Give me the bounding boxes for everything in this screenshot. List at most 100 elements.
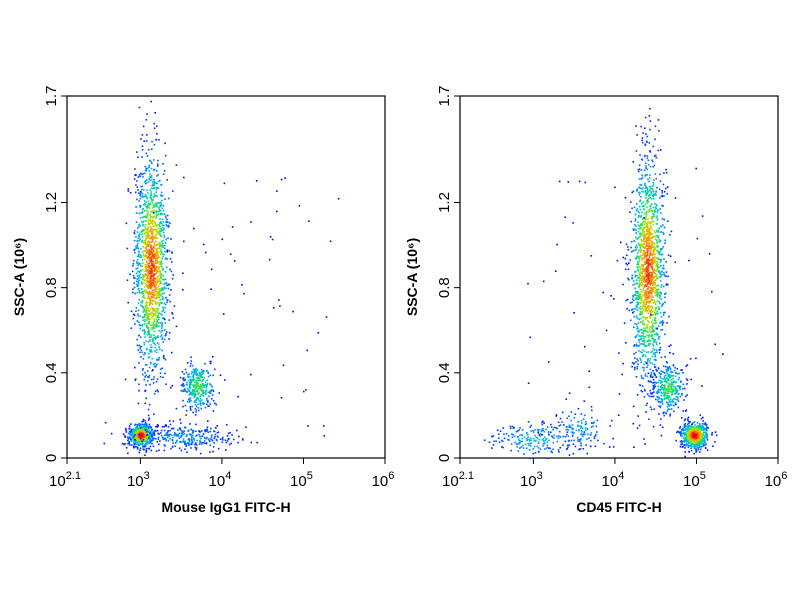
event-dot [137, 309, 140, 312]
event-dot [138, 344, 140, 347]
event-dot [643, 350, 646, 353]
event-dot [642, 335, 645, 338]
event-dot [150, 222, 152, 224]
event-dot [141, 299, 144, 302]
event-dot [658, 240, 661, 243]
event-dot [156, 271, 158, 274]
event-dot [145, 440, 147, 443]
event-dot [656, 392, 658, 394]
event-dot [193, 401, 196, 403]
event-dot [155, 204, 158, 207]
event-dot [680, 380, 682, 383]
event-dot [155, 266, 157, 268]
event-dot [139, 449, 141, 452]
event-dot [127, 442, 129, 445]
event-dot [226, 440, 229, 442]
event-dot [171, 312, 173, 314]
event-dot [644, 255, 646, 257]
event-dot [636, 303, 638, 306]
event-dot [637, 291, 639, 293]
event-dot [648, 233, 651, 235]
event-dot [192, 441, 194, 443]
event-dot [649, 208, 651, 211]
event-dot [157, 438, 160, 441]
event-dot [687, 429, 690, 431]
event-dot [643, 212, 646, 215]
event-dot [638, 194, 641, 196]
event-dot [683, 431, 685, 434]
event-dot [155, 231, 158, 233]
event-dot [156, 186, 158, 189]
event-dot [144, 241, 147, 244]
event-dot [661, 204, 663, 207]
event-dot [196, 439, 198, 442]
event-dot [667, 275, 669, 278]
event-dot [188, 398, 190, 400]
event-dot [210, 390, 212, 392]
event-dot [126, 247, 129, 250]
x-tick-label: 103 [127, 470, 150, 490]
event-dot [159, 375, 162, 378]
event-dot [154, 287, 157, 289]
event-dot [171, 440, 174, 442]
event-dot [655, 235, 658, 237]
event-dot [149, 350, 151, 353]
event-dot [640, 296, 643, 299]
event-dot [660, 260, 662, 262]
event-dot [136, 338, 138, 341]
event-dot [160, 429, 163, 432]
event-dot [188, 433, 191, 435]
event-dot [660, 225, 662, 227]
event-dot [638, 297, 641, 299]
event-dot [180, 434, 183, 437]
event-dot [625, 243, 628, 246]
event-dot [163, 213, 166, 215]
event-dot [155, 216, 157, 218]
event-dot [146, 440, 149, 442]
event-dot [147, 243, 149, 246]
event-dot [158, 251, 160, 254]
event-dot [144, 419, 146, 422]
event-dot [130, 310, 133, 313]
event-dot [645, 366, 648, 369]
event-dot [151, 275, 154, 277]
event-dot [142, 358, 145, 360]
event-dot [166, 436, 169, 439]
event-dot [647, 320, 649, 322]
event-dot [640, 389, 643, 392]
event-dot [157, 163, 159, 165]
event-dot [656, 300, 659, 302]
event-dot [167, 237, 169, 239]
event-dot [212, 450, 214, 453]
event-dot [194, 399, 196, 402]
event-dot [210, 288, 212, 290]
event-dot [163, 283, 165, 286]
event-dot [199, 452, 202, 455]
event-dot [144, 331, 146, 334]
event-dot [639, 313, 642, 316]
event-dot [639, 244, 641, 246]
event-dot [657, 271, 660, 273]
event-dot [178, 427, 181, 429]
event-dot [644, 127, 646, 129]
event-dot [145, 397, 147, 400]
event-dot [162, 239, 164, 242]
event-dot [650, 308, 653, 311]
event-dot [158, 433, 161, 435]
event-dot [622, 256, 625, 259]
event-dot [162, 224, 165, 227]
event-dot [639, 192, 641, 194]
event-dot [169, 423, 172, 426]
event-dot [158, 318, 160, 321]
event-dot [144, 423, 146, 426]
event-dot [213, 442, 215, 444]
event-dot [688, 422, 690, 424]
event-dot [200, 399, 203, 401]
event-dot [215, 403, 218, 406]
event-dot [674, 387, 676, 389]
event-dot [681, 394, 683, 396]
event-dot [160, 273, 163, 275]
event-dot [149, 282, 151, 285]
event-dot [653, 179, 655, 181]
